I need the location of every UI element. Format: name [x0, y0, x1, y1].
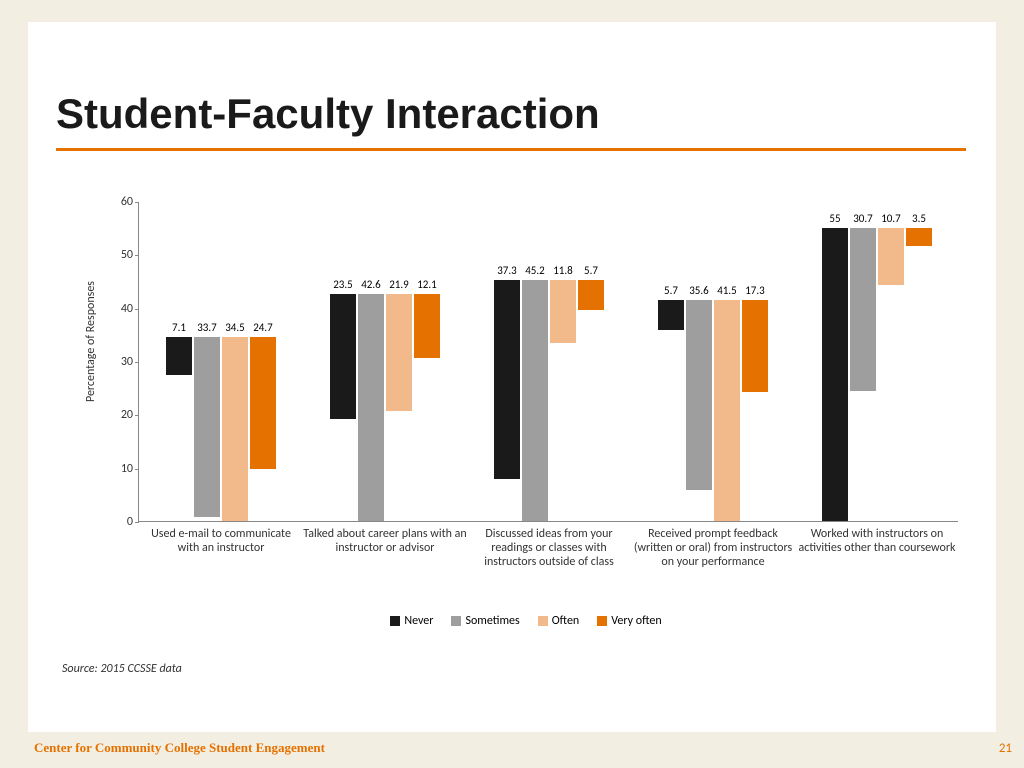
legend-item: Sometimes — [451, 614, 519, 628]
bar: 45.2 — [522, 280, 548, 521]
bar: 7.1 — [166, 337, 192, 375]
y-tick-mark — [135, 255, 139, 256]
bar: 55 — [822, 228, 848, 521]
bar-value-label: 11.8 — [550, 264, 576, 277]
bar-value-label: 10.7 — [878, 212, 904, 225]
category-label: Worked with instructors on activities ot… — [795, 528, 959, 556]
legend-label: Often — [552, 614, 579, 628]
legend-label: Sometimes — [465, 614, 519, 628]
bar: 35.6 — [686, 300, 712, 490]
y-tick-mark — [135, 415, 139, 416]
page-number: 21 — [999, 741, 1012, 756]
bar-group: 23.542.621.912.1 — [330, 294, 440, 521]
bar: 30.7 — [850, 228, 876, 392]
bar-value-label: 45.2 — [522, 264, 548, 277]
bar: 3.5 — [906, 228, 932, 247]
bar-value-label: 42.6 — [358, 278, 384, 291]
bar-value-label: 33.7 — [194, 321, 220, 334]
category-label: Used e-mail to communicate with an instr… — [139, 528, 303, 556]
bar: 10.7 — [878, 228, 904, 285]
bar: 12.1 — [414, 294, 440, 359]
bar-value-label: 21.9 — [386, 278, 412, 291]
bar: 11.8 — [550, 280, 576, 343]
y-tick-label: 0 — [109, 515, 133, 529]
bar-chart: Percentage of Responses 01020304050607.1… — [86, 202, 966, 632]
bar: 5.7 — [658, 300, 684, 330]
bar: 33.7 — [194, 337, 220, 517]
bar-value-label: 17.3 — [742, 284, 768, 297]
category-label: Discussed ideas from your readings or cl… — [467, 528, 631, 569]
legend-label: Never — [404, 614, 433, 628]
y-tick-mark — [135, 309, 139, 310]
y-tick-mark — [135, 522, 139, 523]
legend: Never Sometimes Often Very often — [86, 614, 966, 628]
legend-item: Very often — [597, 614, 661, 628]
bar: 23.5 — [330, 294, 356, 419]
title-rule — [56, 148, 966, 151]
y-tick-label: 10 — [109, 462, 133, 476]
bar: 37.3 — [494, 280, 520, 479]
legend-swatch — [538, 616, 548, 626]
bar-value-label: 34.5 — [222, 321, 248, 334]
bar-value-label: 41.5 — [714, 284, 740, 297]
y-tick-label: 50 — [109, 248, 133, 262]
footer-text: Center for Community College Student Eng… — [34, 740, 325, 756]
bar: 24.7 — [250, 337, 276, 469]
bar-value-label: 3.5 — [906, 212, 932, 225]
legend-swatch — [451, 616, 461, 626]
bar: 17.3 — [742, 300, 768, 392]
bar-value-label: 7.1 — [166, 321, 192, 334]
legend-label: Very often — [611, 614, 661, 628]
bar: 5.7 — [578, 280, 604, 310]
slide: Student-Faculty Interaction Percentage o… — [28, 22, 996, 732]
page-title: Student-Faculty Interaction — [56, 90, 600, 138]
bar-value-label: 23.5 — [330, 278, 356, 291]
bar-value-label: 35.6 — [686, 284, 712, 297]
legend-swatch — [390, 616, 400, 626]
legend-swatch — [597, 616, 607, 626]
legend-item: Never — [390, 614, 433, 628]
y-tick-label: 20 — [109, 408, 133, 422]
bar: 42.6 — [358, 294, 384, 521]
y-axis-label: Percentage of Responses — [84, 281, 98, 402]
bar: 21.9 — [386, 294, 412, 411]
y-tick-mark — [135, 362, 139, 363]
bar-group: 5530.710.73.5 — [822, 228, 932, 521]
y-tick-mark — [135, 202, 139, 203]
bar-group: 7.133.734.524.7 — [166, 337, 276, 521]
source-text: Source: 2015 CCSSE data — [62, 662, 182, 676]
y-tick-label: 60 — [109, 195, 133, 209]
bar-value-label: 12.1 — [414, 278, 440, 291]
bar-value-label: 55 — [822, 212, 848, 225]
bar-group: 5.735.641.517.3 — [658, 300, 768, 521]
bar: 41.5 — [714, 300, 740, 521]
bar-value-label: 30.7 — [850, 212, 876, 225]
category-label: Received prompt feedback (written or ora… — [631, 528, 795, 569]
bar-value-label: 37.3 — [494, 264, 520, 277]
bar-value-label: 24.7 — [250, 321, 276, 334]
y-tick-label: 30 — [109, 355, 133, 369]
legend-item: Often — [538, 614, 579, 628]
plot-area: 01020304050607.133.734.524.7Used e-mail … — [138, 202, 958, 522]
y-tick-mark — [135, 469, 139, 470]
y-tick-label: 40 — [109, 302, 133, 316]
category-label: Talked about career plans with an instru… — [303, 528, 467, 556]
bar-value-label: 5.7 — [658, 284, 684, 297]
bar-value-label: 5.7 — [578, 264, 604, 277]
bar: 34.5 — [222, 337, 248, 521]
bar-group: 37.345.211.85.7 — [494, 280, 604, 521]
